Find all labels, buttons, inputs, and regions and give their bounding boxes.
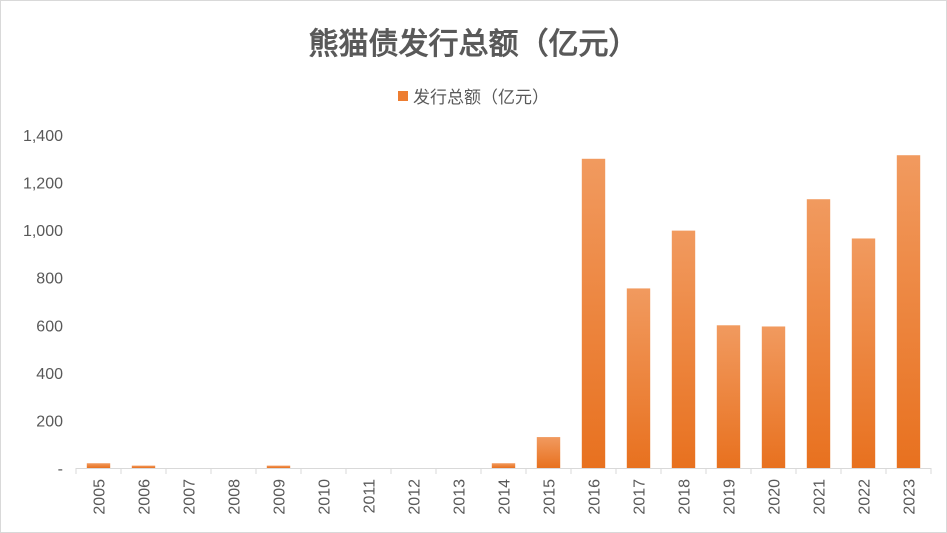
chart-title: 熊猫债发行总额（亿元）: [308, 27, 639, 62]
x-tick-label: 2007: [182, 479, 199, 515]
x-tick-label: 2023: [902, 479, 919, 515]
bar-2019: [716, 325, 741, 468]
y-tick-label: 1,400: [23, 128, 63, 145]
bar-2022: [851, 238, 876, 468]
x-tick-label: 2011: [362, 479, 379, 514]
x-tick-label: 2015: [542, 479, 559, 515]
y-tick-label: 1,200: [23, 176, 63, 193]
y-tick-label: 400: [36, 366, 63, 383]
y-tick-label: 600: [36, 318, 63, 335]
y-tick-label: -: [58, 461, 63, 478]
x-tick-label: 2008: [227, 479, 244, 515]
y-tick-label: 800: [36, 271, 63, 288]
bar-2023: [896, 155, 921, 469]
bar-2021: [806, 199, 831, 468]
x-tick-label: 2022: [857, 479, 874, 515]
legend-label: 发行总额（亿元）: [413, 88, 549, 108]
x-axis: 2005 2006 2007 2008 2009 2010 2011 2012 2013 2014…: [75, 468, 932, 515]
y-tick-label: 1,000: [23, 223, 63, 240]
x-tick-label: 2021: [812, 479, 829, 515]
x-tick-label: 2018: [677, 479, 694, 515]
bar-2020: [761, 326, 786, 468]
x-tick-label: 2016: [587, 479, 604, 515]
bar-2005: [86, 463, 111, 468]
y-tick-label: 200: [36, 413, 63, 430]
bar-2018: [671, 230, 696, 468]
x-tick-label: 2017: [632, 479, 649, 515]
bar-2006: [131, 465, 156, 468]
x-tick-label: 2010: [317, 479, 334, 515]
bars-group: [86, 155, 921, 469]
x-tick-label: 2006: [137, 479, 154, 515]
y-axis: - 200 400 600 800 1,000 1,200 1,400: [23, 128, 63, 478]
x-tick-label: 2005: [92, 479, 109, 515]
x-tick-label: 2020: [767, 479, 784, 515]
bar-2017: [626, 288, 651, 468]
x-tick-label: 2014: [497, 479, 514, 515]
bar-2014: [491, 463, 516, 468]
x-tick-label: 2019: [722, 479, 739, 515]
x-tick-label: 2012: [407, 479, 424, 515]
bar-2015: [536, 437, 561, 468]
x-tick-label: 2009: [272, 479, 289, 515]
bar-2009: [266, 465, 291, 468]
legend-swatch: [398, 90, 408, 101]
legend: 发行总额（亿元）: [1, 83, 946, 108]
bar-2016: [581, 158, 606, 469]
x-tick-label: 2013: [452, 479, 469, 515]
